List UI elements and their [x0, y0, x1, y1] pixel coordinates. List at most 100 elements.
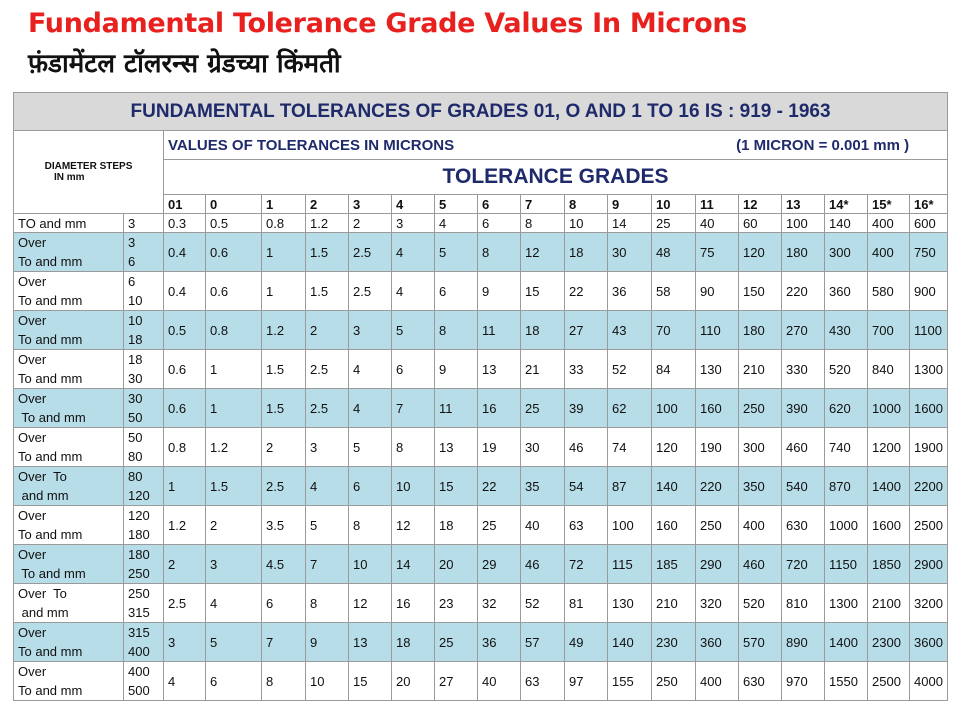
tolerance-grades-header: TOLERANCE GRADES	[162, 159, 949, 195]
grade-header-cell: 7	[520, 194, 565, 214]
tolerance-value-cell: 9	[434, 349, 478, 389]
tolerance-value-cell: 8	[434, 310, 478, 350]
tolerance-value-cell: 52	[520, 583, 565, 623]
tolerance-value-cell: 1.2	[205, 427, 262, 467]
grade-header-cell: 0	[205, 194, 262, 214]
tolerance-value-cell: 15	[434, 466, 478, 506]
table-row: Over To and mm 6 10 0.4 0.6 1 1.5 2.5 4 6 9 15 22 36 58…	[13, 271, 949, 311]
tolerance-value-cell: 4	[163, 661, 206, 701]
tolerance-value-cell: 27	[564, 310, 608, 350]
tolerance-value-cell: 3200	[908, 583, 949, 623]
row-limit-from: 120	[128, 508, 150, 523]
tolerance-value-cell: 160	[695, 388, 739, 428]
tolerance-value-cell: 4000	[908, 661, 949, 701]
row-limit-from: 80	[128, 469, 143, 484]
tolerance-value-cell: 1000	[824, 505, 868, 545]
tolerance-value-cell: 57	[520, 622, 565, 662]
table-row: Over To and mm 3 6 0.4 0.6 1 1.5 2.5 4 5 8 12 18 30 48 7…	[13, 232, 949, 272]
row-limit-from: 250	[128, 586, 150, 601]
tolerance-value-cell: 9	[305, 622, 349, 662]
tolerance-value-cell: 30	[520, 427, 565, 467]
tolerance-value-cell: 540	[781, 466, 825, 506]
tolerance-value-cell: 25	[434, 622, 478, 662]
row-limit-from: 18	[128, 352, 143, 367]
tolerance-value-cell: 155	[607, 661, 652, 701]
tolerance-value-cell: 0.5	[205, 213, 262, 233]
tolerance-value-cell: 4	[348, 349, 392, 389]
tolerance-value-cell: 16	[391, 583, 435, 623]
tolerance-value-cell: 75	[695, 232, 739, 272]
tolerance-value-cell: 7	[391, 388, 435, 428]
row-limits: 250 315	[123, 583, 164, 623]
tolerance-value-cell: 6	[348, 466, 392, 506]
tolerance-value-cell: 810	[781, 583, 825, 623]
tolerance-value-cell: 330	[781, 349, 825, 389]
tolerance-value-cell: 5	[305, 505, 349, 545]
tolerance-value-cell: 5	[205, 622, 262, 662]
tolerance-value-cell: 120	[651, 427, 696, 467]
grade-header-cell: 1	[261, 194, 306, 214]
grade-header-cell: 11	[695, 194, 739, 214]
tolerance-value-cell: 0.6	[163, 388, 206, 428]
row-label-to: To and mm	[18, 566, 86, 581]
tolerance-value-cell: 18	[391, 622, 435, 662]
grade-header-cell: 3	[348, 194, 392, 214]
tolerance-value-cell: 160	[651, 505, 696, 545]
tolerance-value-cell: 2500	[908, 505, 949, 545]
tolerance-value-cell: 120	[738, 232, 782, 272]
diameter-header-line1: DIAMETER STEPS	[44, 161, 133, 172]
table-row: Over To and mm 50 80 0.8 1.2 2 3 5 8 13 19 30 46 74 120…	[13, 427, 949, 467]
tolerance-value-cell: 100	[781, 213, 825, 233]
tolerance-value-cell: 600	[908, 213, 949, 233]
row-label-over: Over	[18, 235, 47, 250]
tolerance-value-cell: 6	[391, 349, 435, 389]
diameter-header-line2: IN mm	[54, 172, 85, 183]
tolerance-value-cell: 360	[695, 622, 739, 662]
tolerance-value-cell: 11	[477, 310, 521, 350]
tolerance-value-cell: 48	[651, 232, 696, 272]
tolerance-value-cell: 300	[738, 427, 782, 467]
tolerance-value-cell: 11	[434, 388, 478, 428]
tolerance-value-cell: 1400	[824, 622, 868, 662]
tolerance-value-cell: 7	[305, 544, 349, 584]
tolerance-value-cell: 7	[261, 622, 306, 662]
tolerance-value-cell: 150	[738, 271, 782, 311]
row-limits: 6 10	[123, 271, 164, 311]
tolerance-value-cell: 250	[695, 505, 739, 545]
tolerance-value-cell: 190	[695, 427, 739, 467]
tolerance-value-cell: 1150	[824, 544, 868, 584]
tolerance-value-cell: 250	[738, 388, 782, 428]
tolerance-value-cell: 81	[564, 583, 608, 623]
tolerance-value-cell: 0.4	[163, 271, 206, 311]
tolerance-value-cell: 1000	[867, 388, 910, 428]
row-label-to: To and mm	[18, 332, 83, 347]
tolerance-value-cell: 1550	[824, 661, 868, 701]
tolerance-value-cell: 4	[305, 466, 349, 506]
tolerance-value-cell: 180	[781, 232, 825, 272]
tolerance-value-cell: 63	[564, 505, 608, 545]
tolerance-value-cell: 10	[564, 213, 608, 233]
tolerance-value-cell: 1.2	[305, 213, 349, 233]
row-label-to: To and mm	[18, 449, 83, 464]
tolerance-value-cell: 25	[520, 388, 565, 428]
grade-header-cell: 6	[477, 194, 521, 214]
tolerance-value-cell: 84	[651, 349, 696, 389]
tolerance-value-cell: 39	[564, 388, 608, 428]
tolerance-value-cell: 1850	[867, 544, 910, 584]
values-header-label: VALUES OF TOLERANCES IN MICRONS	[168, 136, 455, 154]
tolerance-value-cell: 20	[434, 544, 478, 584]
tolerance-value-cell: 30	[607, 232, 652, 272]
grade-header-cell: 16*	[908, 194, 949, 214]
tolerance-value-cell: 740	[824, 427, 868, 467]
tolerance-value-cell: 5	[391, 310, 435, 350]
table-row: Over To and mm 250 315 2.5 4 6 8 12 16 23 32 52 81 13…	[13, 583, 949, 623]
tolerance-value-cell: 27	[434, 661, 478, 701]
tolerance-value-cell: 400	[738, 505, 782, 545]
row-label: Over To and mm	[13, 544, 124, 584]
tolerance-value-cell: 900	[908, 271, 949, 311]
grade-header-cell: 14*	[824, 194, 868, 214]
tolerance-value-cell: 185	[651, 544, 696, 584]
tolerance-value-cell: 5	[348, 427, 392, 467]
tolerance-value-cell: 230	[651, 622, 696, 662]
tolerance-value-cell: 46	[520, 544, 565, 584]
